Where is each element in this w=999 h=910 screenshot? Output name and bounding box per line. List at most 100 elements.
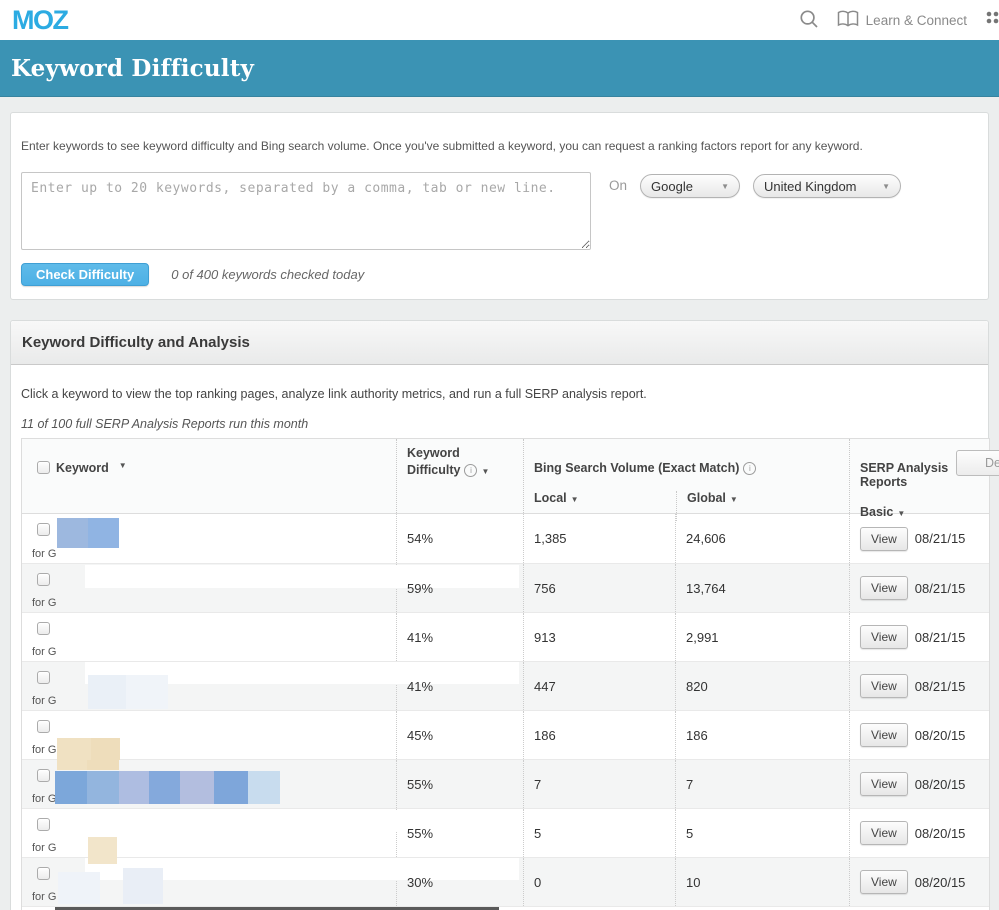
keyword-cell[interactable]: for G bbox=[22, 711, 396, 759]
row-checkbox[interactable] bbox=[37, 818, 50, 831]
redacted-keyword-blob bbox=[58, 872, 100, 904]
region-select-value: United Kingdom bbox=[764, 179, 857, 194]
region-select[interactable]: United Kingdom ▼ bbox=[753, 174, 901, 198]
entry-row: On Google ▼ United Kingdom ▼ bbox=[21, 172, 978, 250]
global-header-label: Global bbox=[687, 491, 726, 505]
book-icon bbox=[837, 10, 859, 31]
analysis-instructions: Click a keyword to view the top ranking … bbox=[21, 387, 978, 402]
report-date: 08/20/15 bbox=[915, 826, 966, 841]
row-checkbox[interactable] bbox=[37, 573, 50, 586]
apps-menu-button[interactable] bbox=[985, 8, 999, 33]
serp-report-cell: View 08/20/15 bbox=[849, 711, 989, 759]
view-button[interactable]: View bbox=[860, 870, 908, 894]
keywords-textarea[interactable] bbox=[21, 172, 591, 250]
redacted-keyword-blob bbox=[126, 675, 168, 709]
column-header-keyword[interactable]: Keyword bbox=[22, 439, 396, 521]
local-volume-value: 1,385 bbox=[534, 531, 567, 546]
column-header-difficulty[interactable]: Keyword Difficulty bbox=[396, 439, 523, 521]
analysis-panel-body: Click a keyword to view the top ranking … bbox=[11, 387, 988, 910]
view-button[interactable]: View bbox=[860, 772, 908, 796]
topbar-actions: Learn & Connect bbox=[799, 0, 999, 40]
delete-button[interactable]: De bbox=[956, 450, 999, 476]
view-button[interactable]: View bbox=[860, 576, 908, 600]
difficulty-value: 30% bbox=[407, 875, 433, 890]
keyword-cell[interactable]: for G bbox=[22, 809, 396, 857]
submit-row: Check Difficulty 0 of 400 keywords check… bbox=[21, 263, 978, 286]
row-checkbox[interactable] bbox=[37, 671, 50, 684]
local-volume-cell: 756 bbox=[523, 564, 675, 612]
local-volume-value: 7 bbox=[534, 777, 541, 792]
redacted-keyword-blob bbox=[214, 771, 248, 804]
row-checkbox[interactable] bbox=[37, 523, 50, 536]
report-date: 08/20/15 bbox=[915, 728, 966, 743]
check-difficulty-button[interactable]: Check Difficulty bbox=[21, 263, 149, 286]
keyword-header-label: Keyword bbox=[56, 461, 109, 475]
serp-report-cell: View 08/20/15 bbox=[849, 760, 989, 808]
view-button[interactable]: View bbox=[860, 821, 908, 845]
local-volume-cell: 447 bbox=[523, 662, 675, 710]
local-volume-cell: 5 bbox=[523, 809, 675, 857]
global-volume-value: 13,764 bbox=[686, 581, 726, 596]
chevron-down-icon: ▼ bbox=[721, 182, 729, 191]
view-button[interactable]: View bbox=[860, 674, 908, 698]
redacted-keyword-blob bbox=[180, 771, 214, 804]
redacted-keyword-blob bbox=[88, 858, 117, 864]
keyword-table: Keyword Keyword Difficulty Bing Search V… bbox=[21, 438, 990, 910]
table-row[interactable]: for G 59% 756 13,764 View 08/21/15 bbox=[22, 563, 989, 612]
difficulty-value: 45% bbox=[407, 728, 433, 743]
difficulty-value: 41% bbox=[407, 630, 433, 645]
serp-report-cell: View 08/20/15 bbox=[849, 809, 989, 857]
learn-connect-link[interactable]: Learn & Connect bbox=[837, 10, 967, 31]
local-volume-cell: 0 bbox=[523, 858, 675, 906]
table-row[interactable]: for G 55% 5 5 View 08/20/15 bbox=[22, 808, 989, 857]
redacted-keyword-blob bbox=[85, 565, 519, 588]
global-volume-value: 186 bbox=[686, 728, 708, 743]
table-row[interactable]: for G 41% 447 820 View 08/21/15 bbox=[22, 661, 989, 710]
redacted-keyword-blob bbox=[91, 738, 120, 760]
row-checkbox[interactable] bbox=[37, 867, 50, 880]
redacted-keyword-blob bbox=[85, 810, 519, 832]
table-row[interactable]: for G 45% 186 186 View 08/20/15 bbox=[22, 710, 989, 759]
view-button[interactable]: View bbox=[860, 527, 908, 551]
global-volume-cell: 24,606 bbox=[675, 514, 849, 563]
table-row[interactable]: for G 54% 1,385 24,606 View 08/21/15 bbox=[22, 514, 989, 563]
redacted-keyword-blob bbox=[57, 760, 87, 770]
row-checkbox[interactable] bbox=[37, 769, 50, 782]
keyword-cell[interactable]: for G bbox=[22, 760, 396, 808]
view-button[interactable]: View bbox=[860, 723, 908, 747]
global-volume-value: 7 bbox=[686, 777, 693, 792]
keyword-subtext: for G bbox=[32, 842, 56, 854]
row-checkbox[interactable] bbox=[37, 720, 50, 733]
column-group-bing-volume: Bing Search Volume (Exact Match) Local G… bbox=[523, 439, 849, 521]
keyword-cell[interactable]: for G bbox=[22, 662, 396, 710]
table-row[interactable]: for G 41% 913 2,991 View 08/21/15 bbox=[22, 612, 989, 661]
search-icon bbox=[799, 9, 819, 32]
select-all-checkbox[interactable] bbox=[37, 461, 50, 474]
keyword-cell[interactable]: for G bbox=[22, 514, 396, 563]
table-row[interactable]: for G 30% 0 10 View 08/20/15 bbox=[22, 857, 989, 906]
keyword-subtext: for G bbox=[32, 597, 56, 609]
table-row[interactable]: for G 55% 7 7 View 08/20/15 bbox=[22, 759, 989, 808]
table-header: Keyword Keyword Difficulty Bing Search V… bbox=[22, 439, 989, 514]
search-button[interactable] bbox=[799, 9, 819, 32]
keyword-cell[interactable]: for G bbox=[22, 858, 396, 906]
row-checkbox[interactable] bbox=[37, 622, 50, 635]
local-volume-cell: 1,385 bbox=[523, 514, 675, 563]
engine-select-value: Google bbox=[651, 179, 693, 194]
engine-select[interactable]: Google ▼ bbox=[640, 174, 740, 198]
moz-logo[interactable]: MOZ bbox=[12, 5, 68, 36]
keyword-subtext: for G bbox=[32, 793, 56, 805]
page-title: Keyword Difficulty bbox=[11, 55, 254, 82]
keyword-cell[interactable]: for G bbox=[22, 613, 396, 661]
keyword-cell[interactable]: for G bbox=[22, 564, 396, 612]
sort-arrow-icon bbox=[571, 495, 579, 504]
page-header-banner: Keyword Difficulty bbox=[0, 40, 999, 97]
apps-grid-icon bbox=[985, 8, 999, 33]
redacted-keyword-blob bbox=[123, 868, 163, 904]
local-volume-cell: 913 bbox=[523, 613, 675, 661]
bing-group-label: Bing Search Volume (Exact Match) bbox=[534, 461, 739, 475]
redacted-keyword-blob bbox=[88, 518, 119, 548]
keyword-entry-panel: Enter keywords to see keyword difficulty… bbox=[10, 112, 989, 300]
view-button[interactable]: View bbox=[860, 625, 908, 649]
difficulty-value: 54% bbox=[407, 531, 433, 546]
